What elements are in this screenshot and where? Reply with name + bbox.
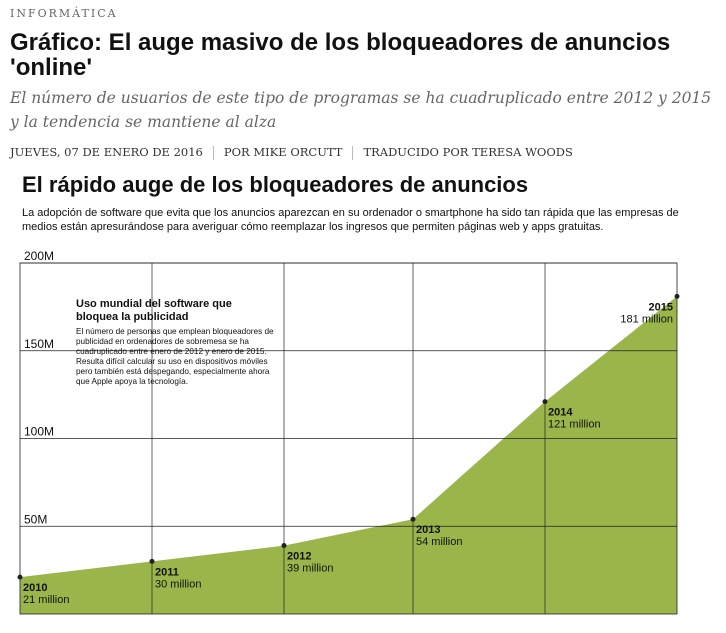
data-point [674,293,680,299]
point-value-label: 54 million [416,536,462,548]
point-value-label: 121 million [548,419,601,431]
point-year-label: 2014 [548,407,573,419]
inset-body: El número de personas que emplean bloque… [76,327,274,386]
inset-title: Uso mundial del software que bloquea la … [76,298,232,323]
y-tick-label: 200M [24,249,54,263]
point-year-label: 2013 [416,524,440,536]
inset-box [70,290,278,402]
section-label[interactable]: INFORMÁTICA [10,7,118,20]
byline: JUEVES, 07 DE ENERO DE 2016 POR MIKE ORCU… [10,145,573,160]
article-subtitle: El número de usuarios de este tipo de pr… [10,89,712,131]
data-point [17,574,23,580]
y-tick-label: 150M [24,337,54,351]
point-year-label: 2010 [23,582,47,594]
chart-frame [19,262,678,615]
data-point [149,558,155,564]
publish-date: JUEVES, 07 DE ENERO DE 2016 [10,145,203,159]
data-point [281,543,287,549]
article-title: Gráfico: El auge masivo de los bloqueado… [10,29,671,81]
chart-title: El rápido auge de los bloqueadores de an… [22,172,529,197]
point-value-label: 21 million [23,594,69,606]
chart-description: La adopción de software que evita que lo… [22,207,679,233]
byline-divider [212,146,214,160]
point-value-label: 39 million [287,563,333,575]
data-point [542,399,548,405]
point-value-label: 181 million [620,313,673,325]
point-value-label: 30 million [155,578,201,590]
translator-link[interactable]: TRADUCIDO POR TERESA WOODS [363,145,573,159]
point-year-label: 2012 [287,551,311,563]
y-tick-label: 100M [24,425,54,439]
point-year-label: 2011 [155,566,179,578]
point-year-label: 2015 [649,301,673,313]
byline-divider [352,146,354,160]
y-tick-label: 50M [24,512,47,526]
author-link[interactable]: POR MIKE ORCUTT [223,145,343,159]
area-fill [20,296,677,614]
data-point [410,516,416,522]
